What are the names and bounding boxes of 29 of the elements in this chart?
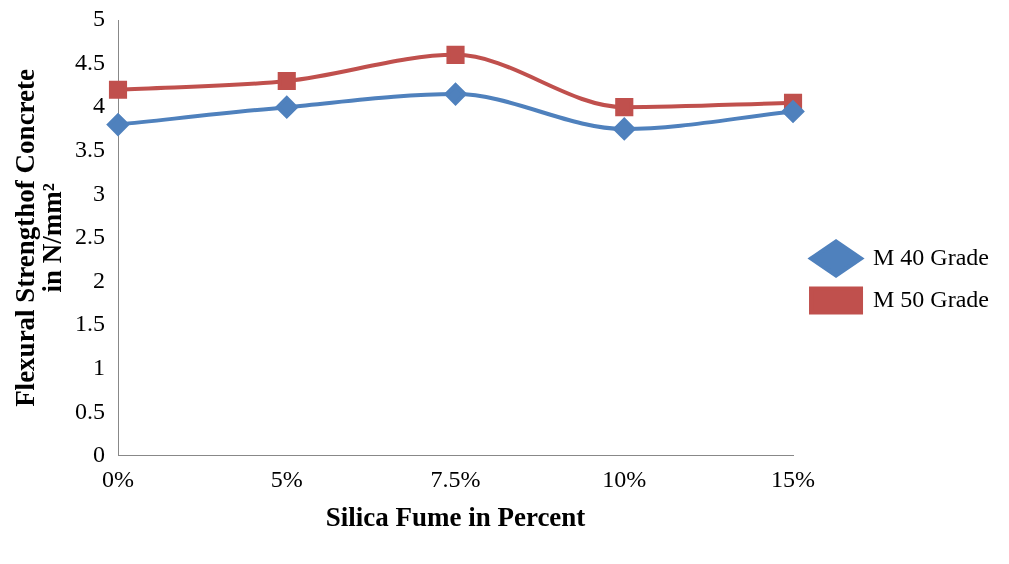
point	[613, 117, 636, 140]
point	[444, 83, 467, 106]
point	[615, 98, 634, 117]
x-tick-label: 7.5%	[430, 466, 481, 493]
point	[107, 113, 129, 136]
x-tick-label: 5%	[270, 466, 303, 493]
x-axis-title: Silica Fume in Percent	[325, 501, 586, 532]
y-tick-label: 3.5	[75, 136, 105, 163]
y-tick-label: 2	[93, 266, 105, 293]
point	[446, 45, 465, 64]
y-tick-label: 4.5	[75, 48, 105, 75]
y-tick-label: 3	[93, 179, 105, 206]
y-tick-label: 5	[93, 5, 105, 32]
legend-label: M 40 Grade	[873, 243, 989, 270]
point	[277, 71, 296, 91]
point	[275, 96, 298, 119]
x-tick-label: 15%	[771, 466, 816, 493]
y-tick-label: 1.5	[75, 310, 105, 337]
legend-label: M 50 Grade	[873, 285, 989, 312]
y-axis-title: Flexural Strengthof Concrete in N/mm²	[10, 68, 68, 407]
y-tick-label: 2.5	[75, 223, 105, 250]
y-tick-label: 1	[93, 353, 105, 380]
y-tick-label: 0	[93, 441, 105, 468]
x-tick-label: 10%	[602, 466, 647, 493]
x-tick-label: 0%	[102, 466, 134, 493]
y-tick-label: 0.5	[75, 397, 105, 424]
point	[108, 80, 128, 99]
y-tick-label: 4	[93, 92, 105, 119]
point	[782, 100, 805, 123]
